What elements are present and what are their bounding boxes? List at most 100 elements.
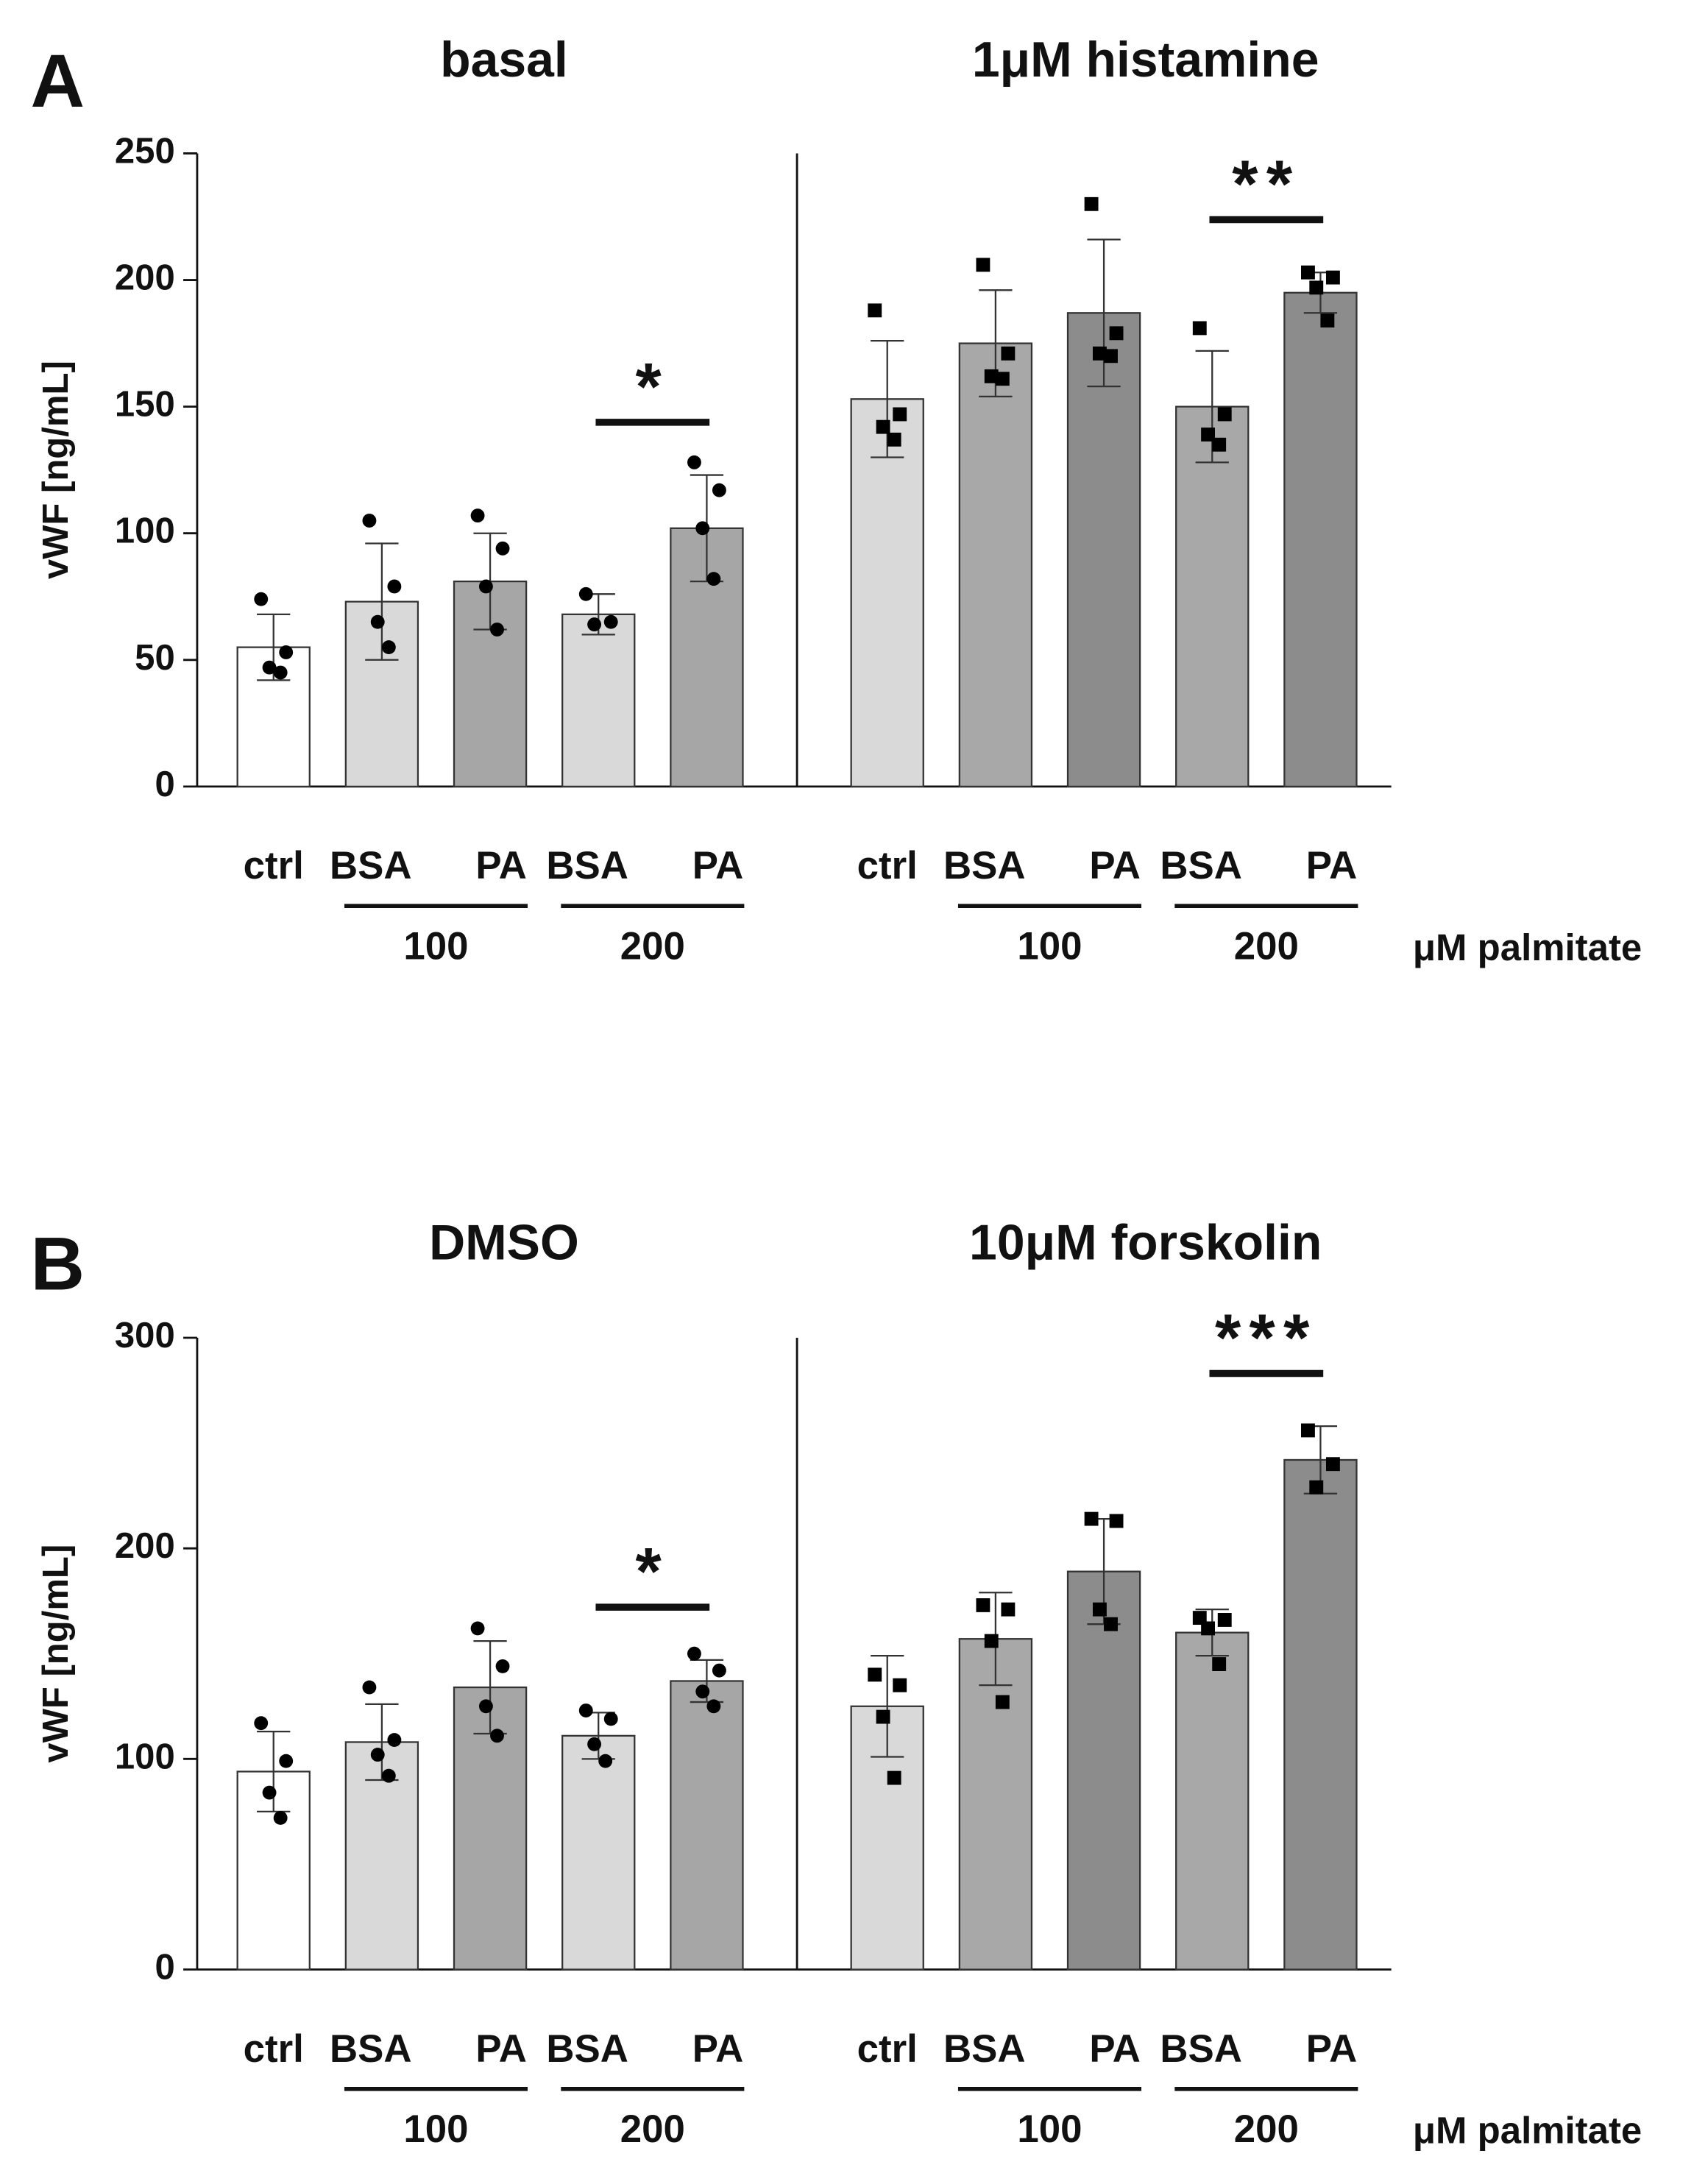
bar [1283,1458,1358,1971]
data-point [387,579,402,594]
bar [1066,312,1141,788]
x-tick-label: BSA [1160,2027,1242,2071]
bar [850,398,924,788]
data-point [495,541,510,556]
y-tick-label: 300 [115,1316,175,1355]
data-point [1192,321,1207,336]
data-point [598,1754,613,1768]
y-tick-label: 100 [115,511,175,551]
data-point [712,483,726,497]
data-point [578,1703,593,1717]
dose-label: 100 [1017,925,1082,968]
data-point [706,572,721,586]
group-title: DMSO [429,1215,579,1270]
dose-label: 200 [1234,2107,1299,2151]
data-point [976,258,990,272]
x-tick-label: ctrl [857,2027,918,2071]
data-point [876,419,890,434]
data-point [254,592,269,606]
unit-label: μM palmitate [1413,2110,1642,2152]
data-point [273,665,288,680]
data-point [1325,270,1340,285]
data-point [370,1748,385,1762]
x-tick-label: BSA [943,844,1026,887]
dose-label: 100 [403,925,468,968]
data-point [273,1811,288,1825]
data-point [995,372,1010,386]
data-point [887,1770,901,1785]
data-point [1092,346,1107,361]
data-point [381,1768,396,1783]
data-point [695,1684,710,1699]
data-point [495,1659,510,1673]
data-point [478,1699,493,1714]
data-point [1217,407,1232,422]
group-title: 10μM forskolin [969,1215,1322,1270]
data-point [279,1754,294,1768]
data-point [370,614,385,629]
x-tick-label: BSA [943,2027,1026,2071]
data-point [362,1680,377,1695]
data-point [262,1785,277,1800]
bar [1283,291,1358,788]
x-tick-label: ctrl [244,2027,304,2071]
data-point [976,1598,990,1612]
data-point [603,1712,618,1726]
x-tick-label: BSA [330,844,412,887]
bar [958,342,1033,788]
data-point [893,407,907,422]
data-point [490,623,504,637]
data-point [868,303,882,318]
bar [670,1680,744,1971]
data-point [1212,437,1227,452]
data-point [490,1729,504,1743]
data-point [587,1737,602,1751]
data-point [712,1663,726,1678]
data-point [587,617,602,632]
panel-label: A [31,39,85,123]
data-point [1084,1511,1099,1526]
data-point [603,614,618,629]
significance-label: * [636,350,670,424]
x-tick-label: PA [475,2027,526,2071]
y-axis-label: vWF [ng/mL] [36,1545,76,1763]
significance-label: ** [1232,147,1300,221]
data-point [893,1678,907,1692]
x-tick-label: PA [1089,2027,1140,2071]
data-point [279,645,294,659]
dose-label: 200 [620,925,685,968]
x-tick-label: BSA [546,844,628,887]
x-tick-label: PA [475,844,526,887]
data-point [1325,1457,1340,1472]
x-tick-label: BSA [546,2027,628,2071]
x-tick-label: PA [692,2027,743,2071]
data-point [381,640,396,655]
data-point [254,1716,269,1731]
data-point [1001,1602,1016,1617]
bar [1175,1631,1250,1971]
dose-label: 100 [1017,2107,1082,2151]
data-point [262,660,277,675]
data-point [1309,1480,1324,1495]
dose-label: 100 [403,2107,468,2151]
y-tick-label: 0 [155,1947,174,1987]
data-point [868,1667,882,1682]
data-point [478,579,493,594]
data-point [470,1621,485,1636]
data-point [1104,1617,1118,1631]
data-point [687,455,701,469]
data-point [687,1646,701,1661]
data-point [1212,1657,1227,1671]
data-point [1201,428,1216,442]
data-point [1109,1514,1124,1528]
x-tick-label: BSA [330,2027,412,2071]
y-tick-label: 200 [115,1526,175,1566]
data-point [470,508,485,523]
data-point [578,586,593,601]
significance-label: *** [1215,1301,1318,1375]
y-tick-label: 150 [115,385,175,425]
bar [958,1638,1033,1971]
x-tick-label: ctrl [857,844,918,887]
